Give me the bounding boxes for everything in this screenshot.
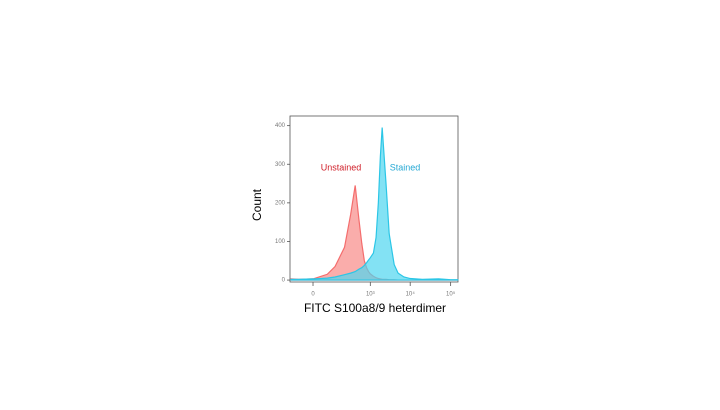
y-tick-label: 300: [275, 162, 286, 168]
y-axis-label: Count: [250, 188, 264, 221]
y-tick-label: 200: [275, 200, 286, 206]
y-tick-label: 0: [282, 278, 286, 284]
series-label: Unstained: [321, 162, 362, 172]
x-tick-label: 10³: [366, 292, 375, 298]
plot-frame: [289, 115, 459, 283]
x-tick-label: 10⁵: [446, 291, 456, 298]
y-tick-label: 400: [275, 123, 286, 129]
x-tick-label: 0: [311, 292, 315, 298]
histogram-area: [290, 127, 459, 281]
x-tick-label: 10⁴: [406, 291, 416, 298]
x-axis-label: FITC S100a8/9 heterdimer: [304, 301, 446, 315]
series-label: Stained: [390, 162, 421, 172]
y-tick-label: 100: [275, 239, 286, 245]
